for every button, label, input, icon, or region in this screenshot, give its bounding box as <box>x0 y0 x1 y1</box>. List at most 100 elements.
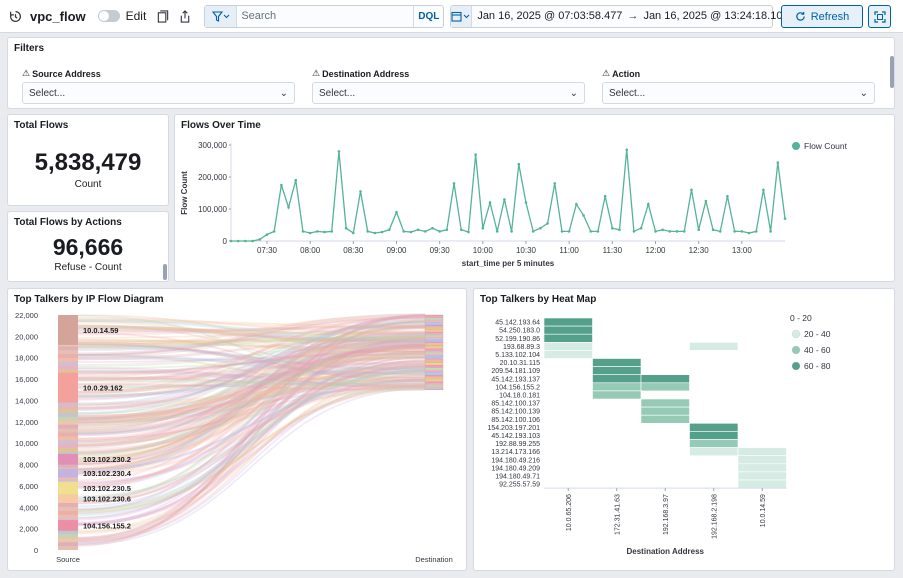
data-point[interactable] <box>682 230 686 233</box>
history-icon[interactable] <box>6 7 24 25</box>
data-point[interactable] <box>467 230 470 234</box>
data-point[interactable] <box>668 230 672 233</box>
data-point[interactable] <box>517 162 521 166</box>
date-start[interactable]: Jan 16, 2025 @ 07:03:58.477 <box>477 10 623 22</box>
legend-label[interactable]: 60 - 80 <box>804 361 831 371</box>
heatmap-cell[interactable] <box>592 382 642 392</box>
data-point[interactable] <box>654 230 657 233</box>
data-point[interactable] <box>546 222 549 225</box>
heatmap-cell[interactable] <box>640 414 690 424</box>
heatmap-cell[interactable] <box>640 398 690 408</box>
data-point[interactable] <box>733 230 736 233</box>
data-point[interactable] <box>251 239 254 243</box>
data-point[interactable] <box>711 228 715 232</box>
heatmap-cell[interactable] <box>640 382 690 392</box>
data-point[interactable] <box>373 231 377 235</box>
data-point[interactable] <box>380 230 384 234</box>
data-point[interactable] <box>445 228 449 232</box>
data-point[interactable] <box>747 231 751 235</box>
heatmap-cell[interactable] <box>592 374 642 384</box>
heatmap-cell[interactable] <box>640 374 690 384</box>
data-point[interactable] <box>646 202 650 206</box>
data-point[interactable] <box>575 202 578 206</box>
search-input[interactable] <box>237 5 414 27</box>
heatmap-cell[interactable] <box>689 423 739 432</box>
date-quick-menu[interactable] <box>451 5 473 27</box>
data-point[interactable] <box>740 230 744 233</box>
action-select[interactable]: Select... ⌄ <box>602 82 875 104</box>
data-point[interactable] <box>553 182 557 185</box>
date-end[interactable]: Jan 16, 2025 @ 13:24:18.103 <box>643 10 789 22</box>
data-point[interactable] <box>531 230 535 233</box>
data-point[interactable] <box>625 148 629 152</box>
source-node[interactable] <box>58 520 78 531</box>
data-point[interactable] <box>280 183 283 187</box>
heatmap-cell[interactable] <box>543 341 593 351</box>
data-point[interactable] <box>783 217 787 220</box>
data-point[interactable] <box>474 153 477 156</box>
data-point[interactable] <box>265 233 269 236</box>
data-point[interactable] <box>316 230 319 233</box>
heatmap-cell[interactable] <box>592 390 642 400</box>
data-point[interactable] <box>452 182 456 185</box>
data-point[interactable] <box>229 239 233 243</box>
heatmap-cell[interactable] <box>737 455 787 465</box>
data-point[interactable] <box>762 188 765 192</box>
heatmap-cell[interactable] <box>737 463 787 473</box>
source-node[interactable] <box>58 468 78 478</box>
data-point[interactable] <box>539 226 542 230</box>
actions-scrollbar[interactable] <box>163 264 167 280</box>
query-language-button[interactable]: DQL <box>413 5 443 27</box>
data-point[interactable] <box>459 228 463 232</box>
heatmap-cell[interactable] <box>543 350 593 359</box>
legend-label[interactable]: 0 - 20 <box>790 313 812 323</box>
filters-scrollbar[interactable] <box>890 56 894 88</box>
heatmap-cell[interactable] <box>737 447 787 457</box>
data-point[interactable] <box>582 214 585 217</box>
data-point[interactable] <box>236 239 240 243</box>
data-point[interactable] <box>481 226 485 230</box>
data-point[interactable] <box>431 226 434 230</box>
heatmap-cell[interactable] <box>543 333 593 343</box>
data-point[interactable] <box>503 198 506 201</box>
data-point[interactable] <box>718 230 722 233</box>
destination-node-bar[interactable] <box>424 314 444 391</box>
data-point[interactable] <box>287 206 290 209</box>
data-point[interactable] <box>560 230 564 233</box>
data-point[interactable] <box>387 228 391 232</box>
data-point[interactable] <box>690 188 693 192</box>
heatmap-cell[interactable] <box>640 406 690 416</box>
data-point[interactable] <box>596 230 600 233</box>
data-point[interactable] <box>675 230 679 233</box>
legend-label[interactable]: 40 - 60 <box>804 345 831 355</box>
data-point[interactable] <box>366 230 370 233</box>
heatmap-cell[interactable] <box>543 325 593 335</box>
data-point[interactable] <box>244 239 247 243</box>
copy-icon[interactable] <box>154 7 172 25</box>
data-point[interactable] <box>294 178 298 182</box>
heatmap-cell[interactable] <box>543 317 593 327</box>
data-point[interactable] <box>495 230 499 233</box>
destination-address-select[interactable]: Select... ⌄ <box>312 82 585 104</box>
data-point[interactable] <box>272 230 276 233</box>
data-point[interactable] <box>611 226 614 230</box>
data-point[interactable] <box>618 228 621 232</box>
data-point[interactable] <box>323 230 326 234</box>
heatmap-cell[interactable] <box>689 431 739 440</box>
source-node[interactable] <box>58 453 78 465</box>
data-point[interactable] <box>524 201 528 204</box>
data-point[interactable] <box>603 194 607 198</box>
heatmap-cell[interactable] <box>737 479 787 489</box>
data-point[interactable] <box>438 230 441 233</box>
data-point[interactable] <box>769 230 772 233</box>
legend-label[interactable]: Flow Count <box>804 141 848 151</box>
heatmap-cell[interactable] <box>689 447 739 457</box>
filter-menu-button[interactable] <box>205 5 238 27</box>
source-node[interactable] <box>58 372 78 403</box>
refresh-button[interactable]: Refresh <box>781 5 863 28</box>
data-point[interactable] <box>330 230 334 233</box>
data-point[interactable] <box>639 226 643 230</box>
data-point[interactable] <box>776 161 780 164</box>
data-point[interactable] <box>510 230 513 233</box>
data-point[interactable] <box>589 230 593 233</box>
